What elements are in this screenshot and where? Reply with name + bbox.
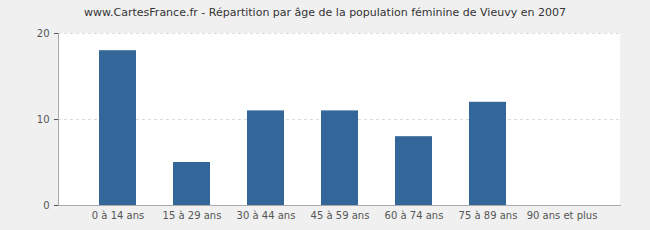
svg-text:10: 10 bbox=[37, 114, 50, 125]
svg-text:45 à 59 ans: 45 à 59 ans bbox=[311, 210, 370, 221]
svg-text:75 à 89 ans: 75 à 89 ans bbox=[459, 210, 518, 221]
svg-text:60 à 74 ans: 60 à 74 ans bbox=[385, 210, 444, 221]
svg-text:20: 20 bbox=[37, 28, 50, 39]
svg-text:0: 0 bbox=[43, 200, 49, 211]
svg-text:15 à 29 ans: 15 à 29 ans bbox=[163, 210, 222, 221]
svg-text:90 ans et plus: 90 ans et plus bbox=[527, 210, 598, 221]
html-text:www.CartesFrance.fr - Répartit: www.CartesFrance.fr - Répartition par âg… bbox=[84, 6, 566, 19]
svg-text:0 à 14 ans: 0 à 14 ans bbox=[92, 210, 144, 221]
svg-text:30 à 44 ans: 30 à 44 ans bbox=[237, 210, 296, 221]
